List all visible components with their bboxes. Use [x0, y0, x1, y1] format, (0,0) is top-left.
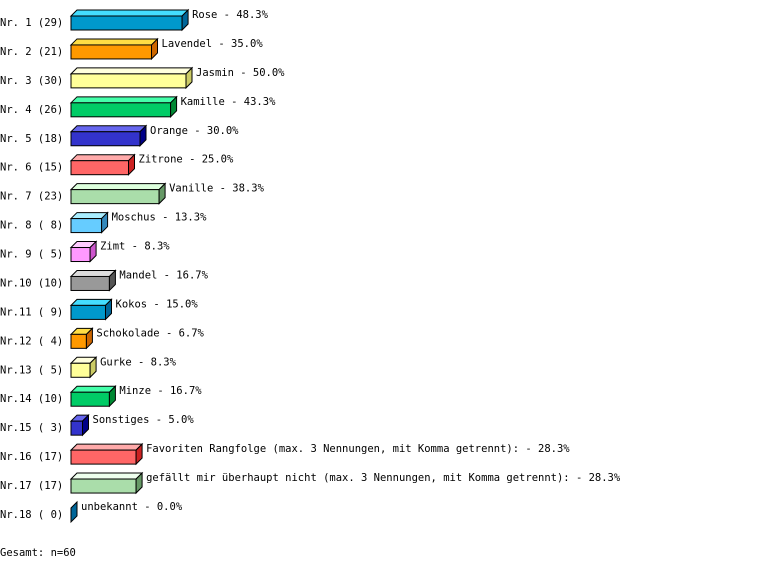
data-label: Orange - 30.0% [150, 125, 239, 137]
data-label: Jasmin - 50.0% [196, 67, 285, 79]
data-label: unbekannt - 0.0% [81, 501, 183, 513]
bar-side [82, 413, 89, 437]
bar [70, 102, 172, 118]
data-label: Minze - 16.7% [119, 385, 202, 397]
bar-side [108, 385, 116, 408]
bar-side [185, 66, 193, 90]
bar-side [158, 182, 166, 205]
category-label: Nr. 3 (30) [0, 75, 63, 87]
category-label: Nr. 4 (26) [0, 104, 63, 116]
data-label: Kamille - 43.3% [181, 96, 277, 108]
bar [70, 131, 141, 147]
bar [70, 73, 187, 89]
category-label: Nr. 8 ( 8) [0, 220, 63, 232]
data-label: Vanille - 38.3% [169, 183, 265, 195]
data-label: Zitrone - 25.0% [139, 154, 235, 166]
bar [70, 420, 83, 436]
bar-top [69, 385, 117, 393]
category-label: Nr. 7 (23) [0, 191, 63, 203]
bar-side [128, 153, 135, 176]
data-label: Kokos - 15.0% [116, 298, 199, 310]
bar [70, 304, 106, 320]
category-label: Nr.16 (17) [0, 451, 63, 463]
data-label: Schokolade - 6.7% [96, 327, 204, 339]
data-label: Lavendel - 35.0% [162, 38, 264, 50]
bar [70, 333, 87, 349]
bar-top [69, 96, 178, 104]
bar-side [89, 240, 97, 263]
bar-side [101, 211, 109, 234]
bar-side [170, 95, 178, 119]
bar [70, 275, 110, 291]
data-label: Favoriten Rangfolge (max. 3 Nennungen, m… [146, 443, 570, 455]
bar-top [69, 269, 117, 277]
data-label: Zimt - 8.3% [100, 241, 170, 253]
bar [70, 15, 183, 31]
category-label: Nr.17 (17) [0, 480, 63, 492]
bar [70, 160, 129, 176]
category-label: Nr.18 ( 0) [0, 509, 63, 521]
bar [70, 391, 110, 407]
category-label: Nr.12 ( 4) [0, 335, 63, 347]
category-label: Nr. 1 (29) [0, 17, 63, 29]
bar [70, 362, 91, 378]
bar [70, 478, 137, 494]
data-label: gefällt mir überhaupt nicht (max. 3 Nenn… [146, 472, 621, 484]
category-label: Nr.13 ( 5) [0, 364, 63, 376]
bar-side [139, 124, 147, 147]
bar-top [69, 67, 194, 75]
bar-top [69, 154, 136, 162]
bar-top [69, 443, 144, 451]
data-label: Rose - 48.3% [192, 9, 269, 21]
category-label: Nr.14 (10) [0, 393, 63, 405]
bar-side [181, 8, 189, 32]
bar-side [85, 327, 93, 350]
bar-side [70, 500, 78, 524]
bar-side [151, 37, 158, 61]
bar-top [69, 9, 190, 17]
bar-side [135, 471, 143, 495]
bar-top [69, 125, 148, 133]
total-count: Gesamt: n=60 [0, 547, 76, 559]
bar-side [105, 298, 112, 321]
data-label: Sonstiges - 5.0% [93, 414, 195, 426]
bar [70, 449, 137, 465]
bar-top [69, 38, 159, 46]
bar [70, 218, 103, 234]
bar [70, 44, 152, 60]
bar-top [69, 298, 113, 306]
bar-top [69, 472, 144, 480]
data-label: Mandel - 16.7% [119, 269, 208, 281]
bar-side [135, 442, 143, 466]
bar-side [108, 269, 116, 292]
bar-top [69, 183, 167, 191]
category-label: Nr. 2 (21) [0, 46, 63, 58]
category-label: Nr.15 ( 3) [0, 422, 63, 434]
category-label: Nr. 9 ( 5) [0, 249, 63, 261]
bar [70, 247, 91, 263]
category-label: Nr. 5 (18) [0, 133, 63, 145]
bar [70, 189, 160, 205]
data-label: Gurke - 8.3% [100, 356, 177, 368]
bar-side [89, 356, 97, 379]
category-label: Nr.10 (10) [0, 277, 63, 289]
data-label: Moschus - 13.3% [112, 212, 208, 224]
category-label: Nr. 6 (15) [0, 162, 63, 174]
category-label: Nr.11 ( 9) [0, 306, 63, 318]
